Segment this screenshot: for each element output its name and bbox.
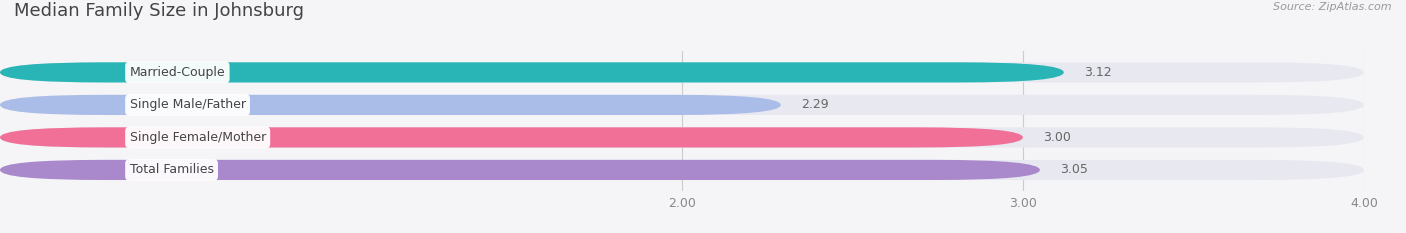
Text: 3.12: 3.12: [1084, 66, 1112, 79]
FancyBboxPatch shape: [0, 160, 1364, 180]
FancyBboxPatch shape: [0, 127, 1024, 147]
FancyBboxPatch shape: [0, 127, 1364, 147]
Text: 3.00: 3.00: [1043, 131, 1071, 144]
FancyBboxPatch shape: [0, 62, 1364, 82]
FancyBboxPatch shape: [0, 95, 1364, 115]
Text: Single Female/Mother: Single Female/Mother: [129, 131, 266, 144]
Text: Married-Couple: Married-Couple: [129, 66, 225, 79]
FancyBboxPatch shape: [0, 95, 780, 115]
Text: Total Families: Total Families: [129, 163, 214, 176]
FancyBboxPatch shape: [0, 62, 1064, 82]
FancyBboxPatch shape: [0, 160, 1040, 180]
Text: Source: ZipAtlas.com: Source: ZipAtlas.com: [1274, 2, 1392, 12]
Text: Single Male/Father: Single Male/Father: [129, 98, 246, 111]
Text: 3.05: 3.05: [1060, 163, 1088, 176]
Text: 2.29: 2.29: [801, 98, 830, 111]
Text: Median Family Size in Johnsburg: Median Family Size in Johnsburg: [14, 2, 304, 20]
